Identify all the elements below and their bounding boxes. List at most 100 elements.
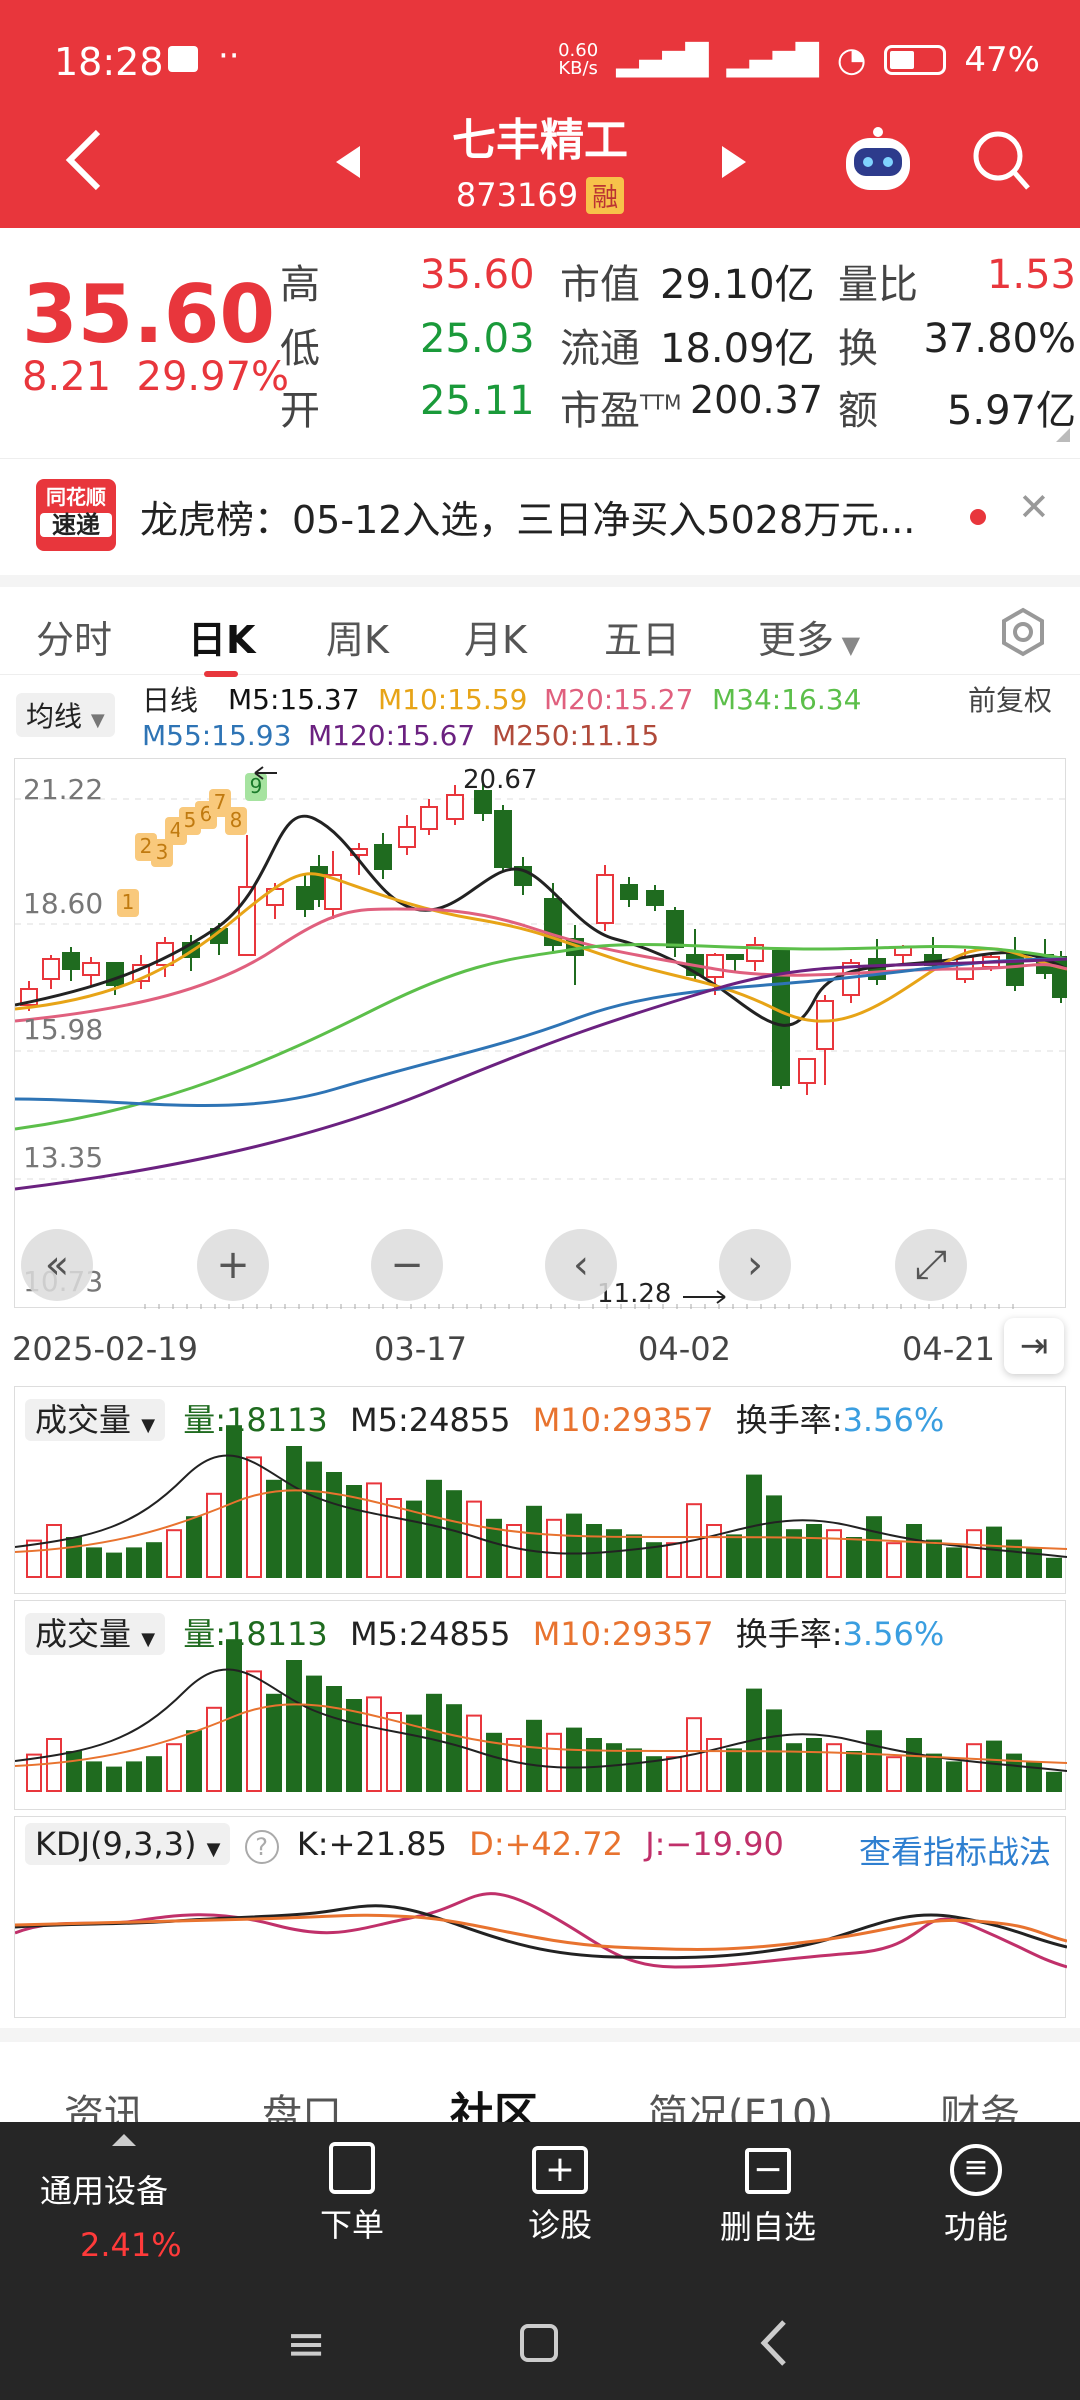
turnover-rate-label: 换手率: [735,1401,843,1439]
candle-body [772,950,790,1086]
ma55-value: M55:15.93 [142,719,292,752]
volume-bar [126,1547,142,1578]
candle-body [666,910,684,948]
recent-apps-icon[interactable]: ≡ [286,2316,327,2372]
diagnose-button[interactable]: + 诊股 [490,2142,630,2246]
volume-bar [986,1740,1002,1793]
order-button[interactable]: 下单 [282,2142,422,2246]
back-nav-icon[interactable] [758,2318,788,2368]
volume-bar [266,1693,282,1792]
volume-bar [426,1479,442,1578]
battery-level: 47% [964,40,1040,80]
volume-bar [786,1529,802,1578]
volume-bar [86,1547,102,1578]
volume-bar [386,1498,402,1578]
close-icon[interactable]: ✕ [1018,485,1050,529]
volume-bar [486,1732,502,1793]
mcap-value: 29.10亿 [660,262,815,308]
tab-month-k[interactable]: 月K [464,618,527,662]
volume-selector[interactable]: 成交量 ▼ [25,1613,166,1655]
td-seq-badge [225,807,247,835]
indicator-strategy-link[interactable]: 查看指标战法 [858,1833,1051,1871]
mcap-label: 市值 [560,262,640,308]
candle-body [596,874,614,924]
adjust-mode[interactable]: 前复权 [968,684,1053,717]
volume-bar [946,1547,962,1578]
volume-panel-1[interactable]: 成交量 ▼ 量:18113 M5:24855 M10:29357 换手率:3.5… [14,1386,1067,1594]
volume-bar [446,1704,462,1792]
zoom-in-icon[interactable]: + [197,1229,269,1301]
open-value: 25.11 [420,378,535,424]
prev-stock-icon[interactable] [334,144,362,180]
zoom-reset-left-icon[interactable]: « [21,1229,93,1301]
active-tab-indicator [204,671,238,677]
volume-value: 量:18113 [183,1615,328,1653]
functions-button[interactable]: ≡ 功能 [906,2142,1046,2248]
volume-ma5 [15,1668,1067,1772]
volume-bar [166,1743,182,1792]
volume-bar [626,1748,642,1792]
expand-corner-icon[interactable] [1056,428,1070,442]
tab-fenshi[interactable]: 分时 [36,618,113,662]
order-label: 下单 [319,2206,384,2244]
back-icon[interactable] [62,128,106,192]
tab-more[interactable]: 更多 ▼ [758,609,860,664]
status-right: 0.60 KB/s ▂▄▆█ ▂▄▆█ ◔ 47% [558,40,1040,80]
high-label: 高 [280,262,320,308]
next-stock-icon[interactable] [720,144,748,180]
kdj-k-line [15,1904,1067,1960]
volume-bar [546,1732,562,1793]
zoom-out-icon[interactable]: − [371,1229,443,1301]
news-text[interactable]: 龙虎榜：05-12入选，三日净买入5028万元... [140,498,916,542]
volume-m10: M10:29357 [532,1401,714,1439]
remove-watchlist-button[interactable]: − 删自选 [698,2142,838,2248]
app-notification-icon [168,46,198,72]
jump-to-latest-icon[interactable]: ⇥ [1004,1318,1064,1374]
help-icon[interactable]: ? [244,1830,279,1864]
vol-ratio-value: 1.53 [986,252,1076,298]
volume-bar [46,1524,62,1578]
volume-bar [906,1738,922,1792]
remove-watchlist-label: 删自选 [719,2208,816,2246]
volume-panel-2[interactable]: 成交量 ▼ 量:18113 M5:24855 M10:29357 换手率:3.5… [14,1600,1067,1810]
search-icon[interactable] [972,130,1032,192]
volume-bar [306,1675,322,1792]
ma-selector[interactable]: 均线 ▼ [16,693,115,737]
tab-week-k[interactable]: 周K [326,618,389,662]
news-ticker[interactable]: 同花顺 速递 龙虎榜：05-12入选，三日净买入5028万元... ✕ [0,458,1080,568]
kdj-selector[interactable]: KDJ(9,3,3) ▼ [25,1823,231,1865]
tab-five-day[interactable]: 五日 [604,618,681,662]
date-axis: 2025-02-19 03-17 04-02 04-21 ⇥ [0,1310,1080,1380]
volume-selector[interactable]: 成交量 ▼ [25,1399,166,1441]
kdj-selector-label: KDJ(9,3,3) [35,1825,197,1863]
diagnose-icon: + [532,2146,588,2194]
sector-name[interactable]: 通用设备 [40,2172,169,2210]
volume-bar [926,1539,942,1579]
td-seq-label: 5 [184,808,197,832]
sector-change: 2.41% [80,2226,182,2264]
candle-body [62,952,80,970]
high-marker: 20.67 [463,765,538,795]
pan-right-icon[interactable]: › [719,1229,791,1301]
volume-bar [986,1526,1002,1579]
date-label: 03-17 [374,1330,467,1368]
volume-bar [586,1738,602,1792]
app-header: 18:28 ·· 0.60 KB/s ▂▄▆█ ▂▄▆█ ◔ 47% 七丰精工 … [0,0,1080,228]
candle-body [646,890,664,906]
fullscreen-icon[interactable]: ⤢ [895,1229,967,1301]
tab-day-k[interactable]: 日K [188,618,256,662]
kline-svg: 12 34 5 6 789 [14,766,1070,1309]
candle-body [798,1058,816,1084]
robot-assistant-icon[interactable] [840,126,916,196]
volume-bar [586,1524,602,1578]
volume-bar [786,1743,802,1792]
td-seq-badge [245,773,267,801]
kdj-j-value: J:−19.90 [645,1825,784,1863]
pe-value: 200.37 [690,378,823,422]
menu-icon: ≡ [950,2144,1002,2196]
kdj-panel[interactable]: KDJ(9,3,3) ▼ ? K:+21.85 D:+42.72 J:−19.9… [14,1816,1067,2018]
settings-icon[interactable] [998,607,1048,657]
home-icon[interactable] [520,2324,558,2362]
pan-left-icon[interactable]: ‹ [545,1229,617,1301]
